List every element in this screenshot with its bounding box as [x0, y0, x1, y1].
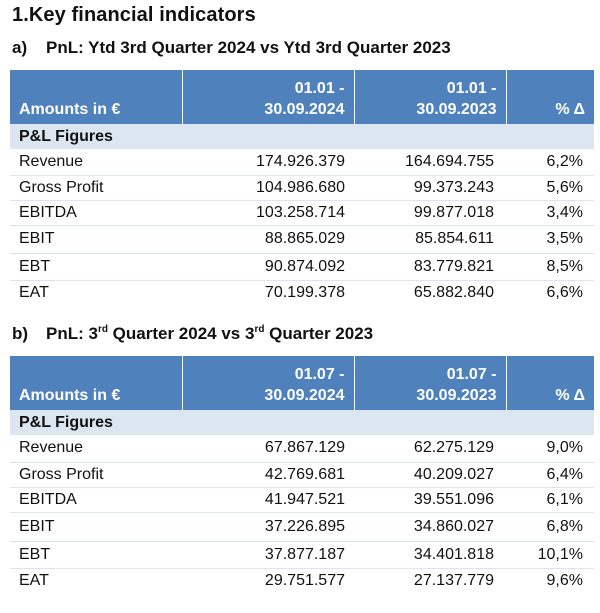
row-label: EAT [19, 284, 49, 302]
value-2023: 40.209.027 [354, 462, 506, 488]
value-2023: 34.401.818 [354, 541, 506, 569]
delta-value: 8,5% [506, 253, 594, 281]
row-label: EBT [10, 253, 182, 281]
delta-value: 6,2% [506, 149, 594, 176]
row-label: Revenue [10, 435, 182, 463]
table-section-row: P&L Figures [10, 124, 594, 149]
row-label: Revenue [10, 149, 182, 176]
value-2023: 99.373.243 [354, 175, 506, 201]
value-2023: 62.275.129 [354, 435, 506, 463]
header-period-2024: 01.01 - 30.09.2024 [182, 70, 355, 124]
section-a-letter: a) [12, 38, 28, 57]
value-2023: 85.854.611 [354, 225, 506, 254]
header-period-2023-line2: 30.09.2023 [416, 387, 497, 404]
delta-value: 6,4% [506, 462, 594, 488]
header-period-2023-line1: 01.07 - [446, 366, 497, 383]
value-2024: 42.769.681 [182, 462, 354, 488]
row-label: EBT [10, 541, 182, 569]
row-label: Gross Profit [10, 175, 182, 201]
section-b-letter: b) [12, 324, 29, 343]
header-period-2024-line1: 01.01 - [294, 80, 345, 97]
table-header-row: Amounts in € 01.01 - 30.09.2024 01.01 - … [10, 70, 594, 124]
delta-value: 10,1% [506, 541, 594, 569]
table-row: EBIT 37.226.895 34.860.027 6,8% [10, 512, 594, 542]
delta-value: 6,8% [506, 512, 594, 542]
header-period-2023-line1: 01.01 - [446, 80, 497, 97]
delta-value: 5,6% [506, 175, 594, 201]
value-2023: 83.779.821 [354, 253, 506, 281]
value-2023: 39.551.096 [354, 487, 506, 513]
quarter-pnl-table: Amounts in € 01.07 - 30.09.2024 01.07 - … [10, 356, 594, 594]
table-section-row: P&L Figures [10, 410, 594, 435]
table-row: EBITDA 41.947.521 39.551.096 6,1% [10, 487, 594, 513]
header-period-2024: 01.07 - 30.09.2024 [182, 356, 355, 410]
value-2024: 41.947.521 [182, 487, 354, 513]
row-label: EBITDA [10, 200, 182, 226]
section-b-title-part3: Quarter 2023 [264, 324, 374, 343]
value-2024: 67.867.129 [182, 435, 354, 463]
value-2024: 70.199.378 [264, 284, 345, 302]
value-2023: 164.694.755 [354, 149, 506, 176]
page-title: 1.Key financial indicators [12, 4, 256, 26]
row-label: EBIT [10, 225, 182, 254]
section-a-title-text: PnL: Ytd 3rd Quarter 2024 vs Ytd 3rd Qua… [46, 38, 451, 57]
value-2024: 104.986.680 [182, 175, 354, 201]
value-2024: 90.874.092 [182, 253, 354, 281]
value-2024: 37.877.187 [182, 541, 354, 569]
table-row: EBT 90.874.092 83.779.821 8,5% [10, 253, 594, 281]
header-period-2024-line2: 30.09.2024 [264, 387, 345, 404]
header-delta: % Δ [506, 356, 594, 410]
value-2024: 37.226.895 [182, 512, 354, 542]
section-b-title-part1: PnL: 3 [46, 324, 98, 343]
delta-value: 9,0% [506, 435, 594, 463]
delta-value: 9,6% [546, 572, 583, 590]
value-2023: 65.882.840 [413, 284, 494, 302]
table-row: EBIT 88.865.029 85.854.611 3,5% [10, 225, 594, 254]
row-label: EBIT [10, 512, 182, 542]
section-label: P&L Figures [10, 410, 594, 435]
header-amounts: Amounts in € [10, 70, 183, 124]
table-row: Gross Profit 42.769.681 40.209.027 6,4% [10, 462, 594, 488]
header-delta: % Δ [506, 70, 594, 124]
header-amounts: Amounts in € [10, 356, 183, 410]
section-b-title: b) PnL: 3rd Quarter 2024 vs 3rd Quarter 2… [12, 324, 373, 344]
table-header-row: Amounts in € 01.07 - 30.09.2024 01.07 - … [10, 356, 594, 410]
header-period-2023: 01.01 - 30.09.2023 [354, 70, 507, 124]
value-2023: 34.860.027 [354, 512, 506, 542]
row-label: Gross Profit [10, 462, 182, 488]
header-period-2023-line2: 30.09.2023 [416, 101, 497, 118]
delta-value: 6,6% [546, 284, 583, 302]
table-row: EAT 29.751.577 27.137.779 9,6% [10, 568, 594, 594]
header-period-2024-line2: 30.09.2024 [264, 101, 345, 118]
table-row: Revenue 67.867.129 62.275.129 9,0% [10, 435, 594, 463]
ytd-pnl-table: Amounts in € 01.01 - 30.09.2024 01.01 - … [10, 70, 594, 306]
row-label: EBITDA [10, 487, 182, 513]
section-b-title-sup1: rd [97, 324, 108, 335]
table-row: EBITDA 103.258.714 99.877.018 3,4% [10, 200, 594, 226]
section-b-title-part2: Quarter 2024 vs 3 [107, 324, 255, 343]
section-label: P&L Figures [10, 124, 594, 149]
value-2024: 103.258.714 [182, 200, 354, 226]
value-2024: 29.751.577 [264, 572, 345, 590]
header-period-2023: 01.07 - 30.09.2023 [354, 356, 507, 410]
section-b-title-sup2: rd [254, 324, 265, 335]
header-period-2024-line1: 01.07 - [294, 366, 345, 383]
table-row: Revenue 174.926.379 164.694.755 6,2% [10, 149, 594, 176]
row-label: EAT [19, 572, 49, 590]
table-row: EBT 37.877.187 34.401.818 10,1% [10, 541, 594, 569]
delta-value: 3,5% [506, 225, 594, 254]
section-a-title: a) PnL: Ytd 3rd Quarter 2024 vs Ytd 3rd Q… [12, 38, 451, 58]
delta-value: 3,4% [506, 200, 594, 226]
value-2023: 99.877.018 [354, 200, 506, 226]
value-2023: 27.137.779 [413, 572, 494, 590]
value-2024: 88.865.029 [182, 225, 354, 254]
value-2024: 174.926.379 [182, 149, 354, 176]
table-row: Gross Profit 104.986.680 99.373.243 5,6% [10, 175, 594, 201]
table-row: EAT 70.199.378 65.882.840 6,6% [10, 280, 594, 306]
delta-value: 6,1% [506, 487, 594, 513]
